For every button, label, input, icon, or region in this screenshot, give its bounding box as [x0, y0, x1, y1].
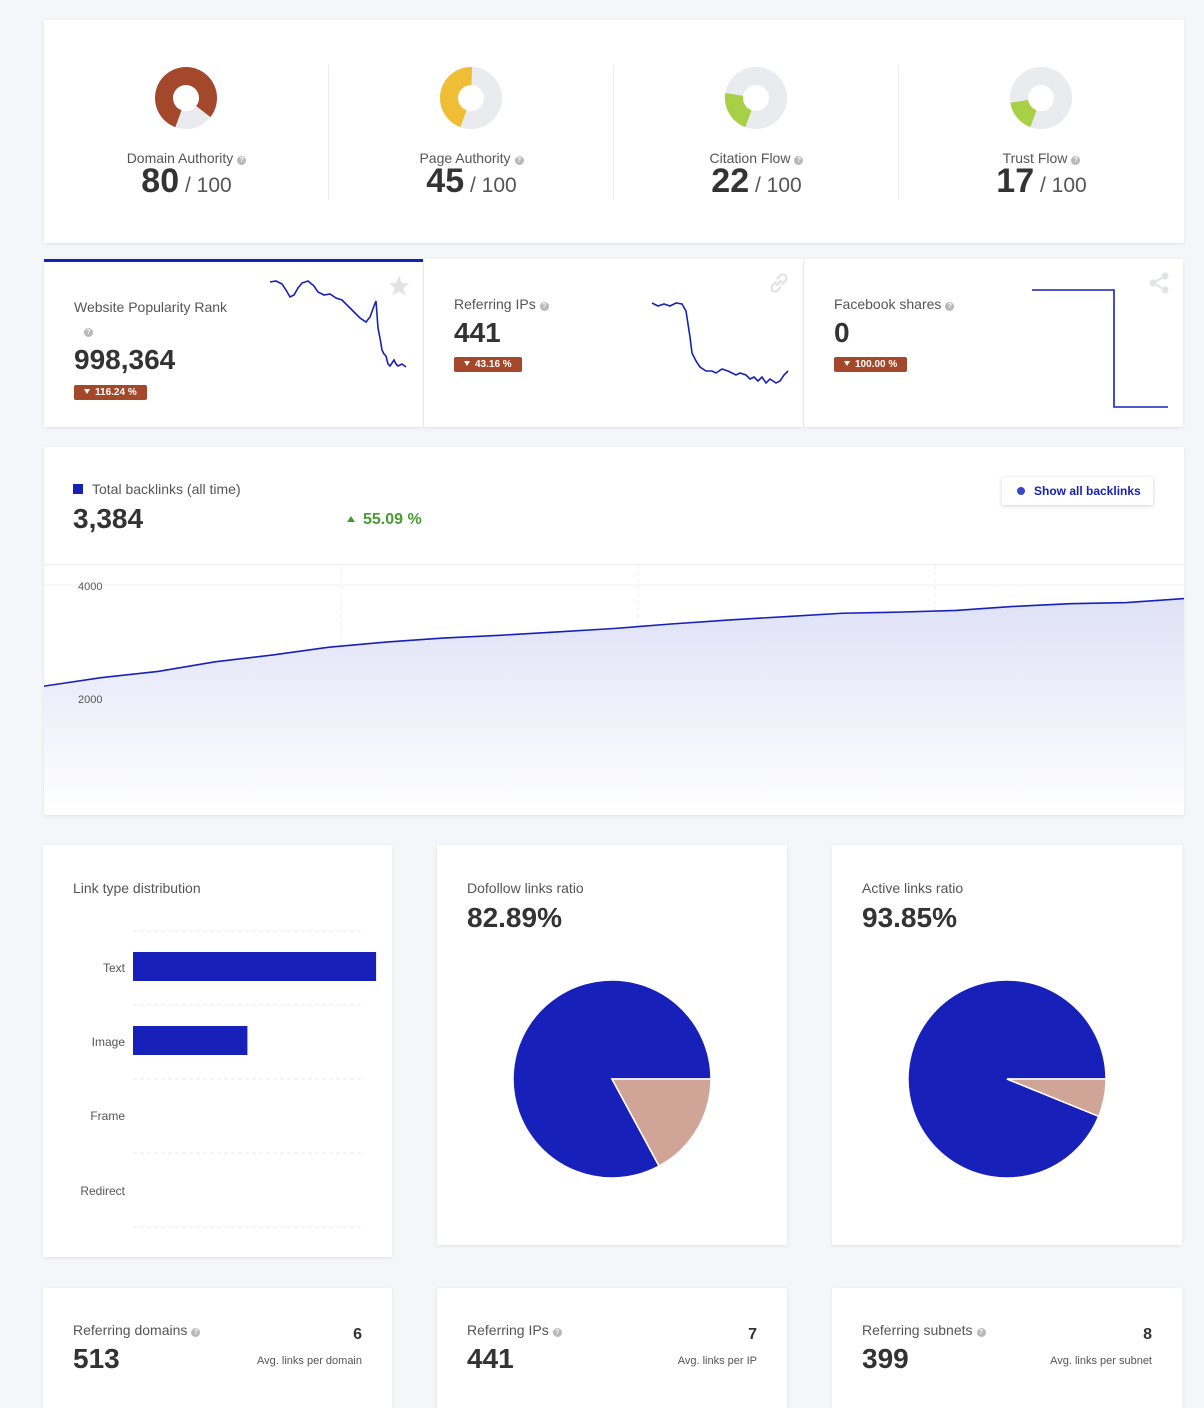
facebook-shares-label: Facebook shares? [834, 296, 955, 312]
avg-links-per-ip-value: 7 [748, 1326, 757, 1343]
referring-ips-value: 441 [454, 317, 501, 348]
trust-flow-donut-arc [1010, 99, 1038, 128]
dofollow-title: Dofollow links ratio [467, 880, 584, 896]
facebook-shares-value: 0 [834, 317, 850, 348]
backlinks-legend-swatch [73, 484, 83, 494]
dofollow-pie-chart [512, 979, 712, 1179]
avg-links-per-subnet-label: Avg. links per subnet [1050, 1355, 1152, 1367]
trust-flow-donut [1010, 67, 1072, 129]
star-icon[interactable] [387, 274, 411, 298]
referring-ips-summary-label: Referring IPs? [467, 1322, 562, 1338]
y-tick-2000: 2000 [78, 694, 103, 706]
referring-domains-value: 513 [73, 1343, 120, 1374]
referring-ips-card[interactable]: Referring IPs? 441 43.16 % [424, 259, 803, 427]
citation-flow-metric: Citation Flow? 22 / 100 [614, 20, 899, 243]
pie-slice-inactive [1006, 1078, 1107, 1118]
facebook-sparkline [1032, 289, 1168, 408]
domain-authority-donut [155, 67, 217, 129]
help-icon[interactable]: ? [191, 1328, 201, 1337]
help-icon[interactable]: ? [945, 302, 955, 311]
trust-flow-max: / 100 [1039, 174, 1087, 197]
popularity-rank-value: 998,364 [74, 344, 176, 375]
bar-text [133, 952, 377, 981]
active-title: Active links ratio [862, 880, 964, 896]
page-authority-metric: Page Authority? 45 / 100 [329, 20, 614, 243]
help-icon[interactable]: ? [514, 156, 524, 165]
show-all-backlinks-button[interactable]: Show all backlinks [1002, 477, 1153, 505]
citation-flow-donut-arc [725, 93, 753, 128]
domain-authority-value: 80 [141, 162, 180, 200]
link-type-title: Link type distribution [73, 880, 201, 896]
popularity-sparkline [270, 280, 407, 368]
page-authority-donut [440, 67, 502, 129]
avg-links-per-domain-value: 6 [353, 1326, 362, 1343]
citation-flow-label: Citation Flow [709, 150, 791, 166]
facebook-change-badge: 100.00 % [834, 357, 908, 372]
help-icon[interactable]: ? [539, 302, 549, 311]
trust-flow-label: Trust Flow [1002, 150, 1068, 166]
citation-flow-max: / 100 [754, 174, 802, 197]
active-ratio-card: Active links ratio 93.85% [832, 845, 1182, 1245]
trust-flow-metric: Trust Flow? 17 / 100 [899, 20, 1184, 243]
bar-label-frame: Frame [90, 1109, 125, 1123]
referring-ips-summary-value: 441 [467, 1343, 514, 1374]
facebook-shares-card[interactable]: Facebook shares? 0 100.00 % [804, 259, 1183, 427]
help-icon[interactable]: ? [237, 156, 247, 165]
domain-authority-label: Domain Authority [126, 150, 234, 166]
popularity-change-badge: 116.24 % [74, 385, 147, 400]
referring-subnets-value: 399 [862, 1343, 909, 1374]
bar-image [133, 1026, 248, 1055]
active-pie-chart [907, 979, 1107, 1179]
help-icon[interactable]: ? [84, 328, 93, 337]
link-type-distribution-card: Link type distribution Text Image Frame … [43, 845, 392, 1257]
page-authority-max: / 100 [469, 174, 517, 197]
avg-links-per-domain-label: Avg. links per domain [257, 1355, 362, 1367]
dofollow-ratio-card: Dofollow links ratio 82.89% [437, 845, 787, 1245]
bar-label-text: Text [102, 961, 125, 975]
avg-links-per-subnet-value: 8 [1143, 1326, 1152, 1343]
backlinks-line [44, 597, 1184, 687]
popularity-rank-card[interactable]: Website Popularity Rank ? 998,364 116.24… [44, 259, 423, 427]
backlinks-change: 55.09 % [347, 511, 422, 529]
authority-card: Domain Authority? 80 / 100 Page Authorit… [44, 20, 1184, 243]
page-authority-donut-arc [440, 67, 473, 128]
referring-ips-sparkline [651, 302, 789, 385]
referring-subnets-card: Referring subnets? 399 8 Avg. links per … [832, 1288, 1182, 1408]
bar-label-image: Image [91, 1035, 125, 1049]
backlinks-area-fill [44, 598, 1184, 815]
referring-subnets-label: Referring subnets? [862, 1322, 986, 1338]
popularity-rank-label: Website Popularity Rank [74, 299, 228, 315]
referring-ips-label: Referring IPs? [454, 296, 549, 312]
trust-flow-value: 17 [996, 162, 1035, 200]
backlinks-value: 3,384 [73, 503, 144, 534]
referring-domains-card: Referring domains? 513 6 Avg. links per … [43, 1288, 392, 1408]
citation-flow-donut [725, 67, 787, 129]
referring-domains-label: Referring domains? [73, 1322, 201, 1338]
link-type-bar-chart [133, 930, 377, 1228]
total-backlinks-card: Total backlinks (all time) 3,384 55.09 %… [44, 447, 1184, 815]
avg-links-per-ip-label: Avg. links per IP [677, 1355, 757, 1367]
page-authority-value: 45 [426, 162, 465, 200]
help-icon[interactable]: ? [794, 156, 804, 165]
share-icon[interactable] [1147, 271, 1171, 295]
domain-authority-max: / 100 [184, 174, 232, 197]
bar-label-redirect: Redirect [80, 1184, 125, 1198]
pie-slice-nofollow [610, 1078, 712, 1168]
active-value: 93.85% [862, 902, 957, 933]
help-icon[interactable]: ? [1071, 156, 1081, 165]
backlinks-area-chart [44, 565, 1184, 815]
backlinks-label: Total backlinks (all time) [92, 481, 241, 497]
help-icon[interactable]: ? [976, 1328, 986, 1337]
domain-authority-donut-arc [155, 67, 217, 128]
y-tick-4000: 4000 [78, 581, 103, 593]
page-authority-label: Page Authority [419, 150, 511, 166]
domain-authority-metric: Domain Authority? 80 / 100 [44, 20, 329, 243]
dofollow-value: 82.89% [467, 902, 562, 933]
citation-flow-value: 22 [711, 162, 750, 200]
help-icon[interactable]: ? [552, 1328, 562, 1337]
link-icon[interactable] [767, 271, 791, 295]
referring-ips-change-badge: 43.16 % [454, 357, 522, 372]
referring-ips-summary-card: Referring IPs? 441 7 Avg. links per IP [437, 1288, 787, 1408]
